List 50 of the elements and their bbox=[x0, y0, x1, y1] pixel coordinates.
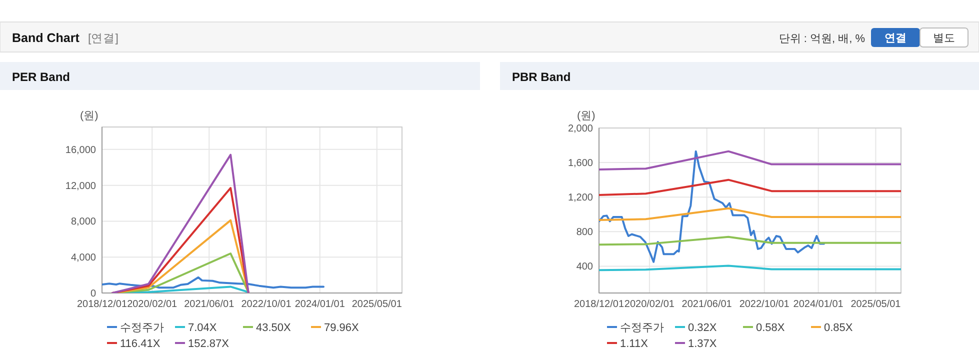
y-tick-label: 8,000 bbox=[70, 216, 96, 228]
legend-label: 0.85X bbox=[824, 322, 854, 334]
legend-label: 1.37X bbox=[688, 338, 718, 350]
y-tick-label: 1,600 bbox=[568, 158, 594, 170]
text: 단위 : 억원, 배, % bbox=[778, 33, 866, 45]
legend-label: 0.32X bbox=[688, 322, 718, 334]
line-series bbox=[599, 150, 825, 263]
x-tick-label: 2020/02/01 bbox=[624, 299, 675, 310]
y-tick-label: 12,000 bbox=[65, 180, 96, 192]
x-tick-label: 2022/10/01 bbox=[241, 299, 292, 310]
chart-title: PER Band bbox=[12, 70, 70, 84]
y-tick-label: 4,000 bbox=[70, 252, 96, 264]
legend-label: 79.96X bbox=[324, 322, 360, 334]
legend-label: 수정주가 bbox=[620, 322, 664, 334]
toggle-button: 별도 bbox=[920, 28, 968, 48]
x-tick-label: 2021/06/01 bbox=[682, 299, 732, 310]
line-series bbox=[599, 207, 901, 222]
y-axis-title: (원) bbox=[577, 110, 596, 122]
line-series bbox=[599, 150, 901, 170]
legend-label: 116.41X bbox=[120, 338, 161, 350]
x-tick-label: 2018/12/01 bbox=[76, 299, 128, 310]
x-tick-label: 2025/05/01 bbox=[352, 299, 402, 310]
legend-label: 0.58X bbox=[756, 322, 786, 334]
y-tick-label: 800 bbox=[576, 227, 594, 238]
line-series bbox=[599, 236, 901, 246]
x-tick-label: 2024/01/01 bbox=[294, 299, 346, 310]
legend-label: 1.11X bbox=[620, 338, 649, 350]
line-series bbox=[112, 154, 250, 293]
legend-label: 수정주가 bbox=[120, 322, 164, 334]
y-tick-label: 16,000 bbox=[65, 144, 96, 156]
y-tick-label: 1,200 bbox=[568, 192, 594, 204]
x-tick-label: 2021/06/01 bbox=[184, 299, 235, 310]
y-axis-title: (원) bbox=[80, 110, 98, 122]
legend-label: 152.87X bbox=[188, 338, 230, 350]
x-tick-label: 2022/10/01 bbox=[739, 299, 790, 310]
legend-label: 7.04X bbox=[188, 322, 218, 334]
text: [연결] bbox=[88, 33, 118, 45]
x-tick-label: 2020/02/01 bbox=[127, 299, 178, 310]
y-tick-label: 2,000 bbox=[568, 124, 594, 134]
x-tick-label: 2024/01/01 bbox=[793, 299, 844, 310]
line-series bbox=[599, 178, 901, 196]
y-tick-label: 400 bbox=[576, 262, 594, 273]
line-series bbox=[102, 276, 325, 289]
toggle-button: 연결 bbox=[871, 28, 920, 47]
legend-label: 43.50X bbox=[256, 322, 292, 334]
chart-title: PBR Band bbox=[512, 70, 571, 84]
x-tick-label: 2018/12/01 bbox=[574, 299, 624, 310]
x-tick-label: 2025/05/01 bbox=[850, 299, 902, 310]
text: Band Chart bbox=[12, 31, 80, 45]
y-tick-label: 0 bbox=[90, 288, 96, 300]
